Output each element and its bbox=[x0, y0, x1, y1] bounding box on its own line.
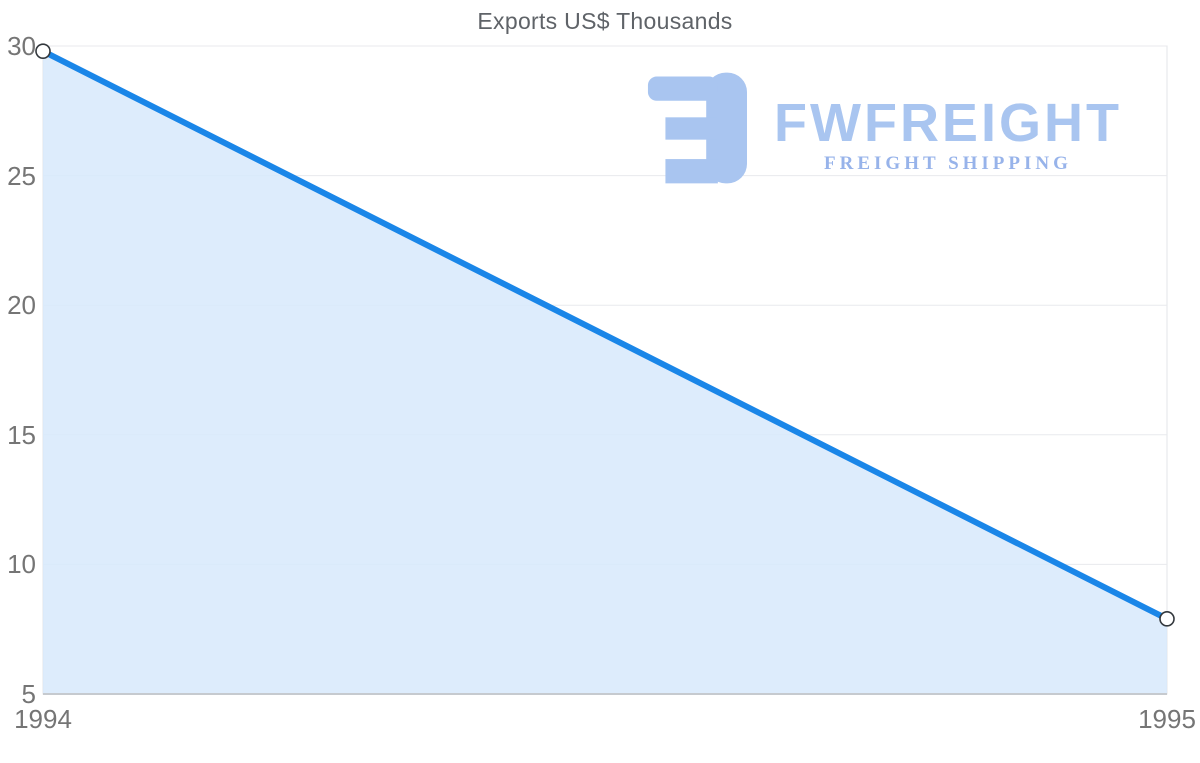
y-tick-label: 30 bbox=[7, 31, 36, 61]
x-tick-label: 1995 bbox=[1138, 704, 1196, 734]
y-tick-label: 25 bbox=[7, 160, 36, 191]
data-point-marker bbox=[1159, 611, 1175, 627]
y-tick-label: 20 bbox=[7, 290, 36, 321]
x-tick-label: 1994 bbox=[14, 704, 72, 734]
y-tick-label: 15 bbox=[7, 419, 36, 450]
chart-title: Exports US$ Thousands bbox=[477, 8, 733, 34]
data-point-marker bbox=[35, 43, 51, 59]
y-tick-label: 5 bbox=[21, 679, 36, 709]
y-tick-label: 10 bbox=[7, 549, 36, 580]
